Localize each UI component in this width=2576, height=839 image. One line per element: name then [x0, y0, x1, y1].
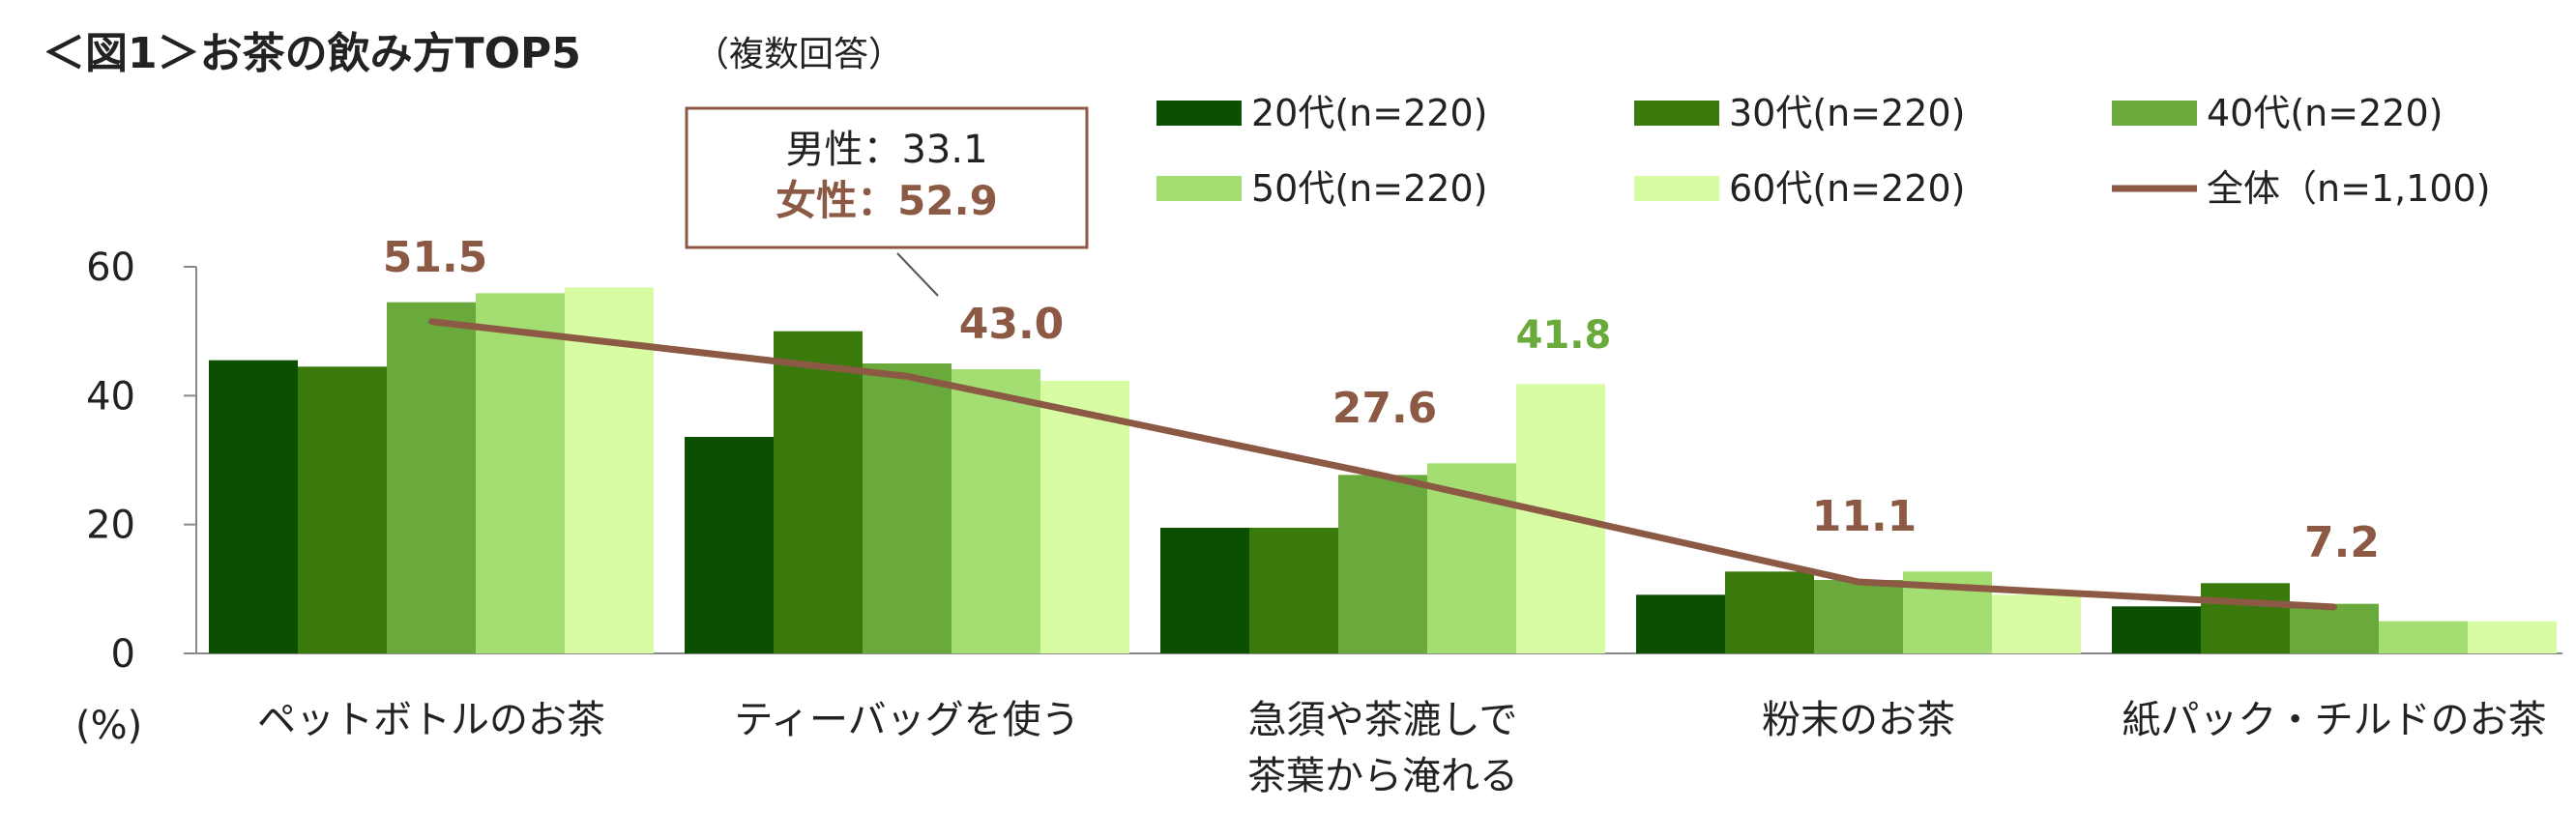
y-tick-label: 40	[86, 374, 135, 419]
total-line-point	[904, 373, 910, 380]
bar-30s-cat2	[774, 331, 863, 653]
data-labels: 51.5 43.0 27.6 11.1 7.2 41.8	[383, 233, 2380, 567]
legend: 20代(n=220) 30代(n=220) 40代(n=220) 50代(n=220)…	[1156, 92, 2491, 210]
category-label: 急須や茶漉しで	[1248, 698, 1518, 742]
callout-male-label: 男性：33.1	[785, 128, 987, 172]
category-label: ペットボトルのお茶	[257, 698, 605, 742]
bar-40s-cat2	[863, 363, 951, 653]
total-data-label: 51.5	[383, 233, 488, 282]
y-ticks: 0 20 40 60	[86, 246, 196, 677]
y-axis-unit: (%)	[75, 704, 142, 748]
bar-30s-cat4	[1725, 571, 1814, 653]
bar-40s-cat4	[1814, 580, 1903, 653]
category-label: ティーバッグを使う	[734, 698, 1079, 742]
category-label: 粉末のお茶	[1762, 698, 1955, 742]
total-line-group	[428, 318, 2337, 611]
bar-20s-cat5	[2112, 606, 2201, 653]
callout-leader-line	[896, 252, 939, 297]
chart-title-note: （複数回答）	[694, 35, 903, 74]
bar-20s-cat4	[1636, 594, 1725, 653]
bar-30s-cat3	[1249, 528, 1338, 653]
y-tick-label: 20	[86, 504, 135, 548]
legend-label: 50代(n=220)	[1251, 167, 1487, 210]
total-line-point	[2331, 604, 2337, 610]
category-label: 紙パック・チルドのお茶	[2122, 698, 2546, 742]
bar-50s-cat5	[2379, 621, 2468, 653]
bar-20s-cat3	[1160, 528, 1249, 653]
bar-40s-cat5	[2290, 603, 2379, 653]
legend-label: 全体（n=1,100)	[2207, 167, 2491, 210]
bar-50s-cat1	[476, 293, 565, 653]
y-tick-label: 0	[111, 632, 135, 677]
total-line-point	[428, 318, 434, 325]
bar-20s-cat2	[685, 437, 774, 653]
bar-20s-cat1	[209, 360, 298, 653]
bar-30s-cat5	[2201, 583, 2290, 653]
bar-60s-cat4	[1992, 594, 2081, 653]
teapot-60s-data-label: 41.8	[1516, 313, 1612, 358]
bars	[209, 287, 2557, 653]
legend-label: 60代(n=220)	[1729, 167, 1965, 210]
callout-box	[685, 106, 1089, 249]
legend-swatch	[2112, 101, 2197, 126]
total-data-label: 27.6	[1332, 384, 1438, 433]
legend-swatch	[1634, 176, 1719, 201]
bar-60s-cat2	[1040, 381, 1129, 653]
callout-female-label: 女性：52.9	[776, 177, 998, 224]
total-data-label: 11.1	[1812, 492, 1917, 541]
legend-label: 40代(n=220)	[2207, 92, 2443, 134]
bar-30s-cat1	[298, 366, 387, 653]
legend-swatch	[1156, 176, 1242, 201]
y-tick-label: 60	[86, 246, 135, 290]
category-label: 茶葉から淹れる	[1247, 754, 1518, 798]
total-data-label: 7.2	[2304, 518, 2380, 567]
legend-swatch	[1156, 101, 1242, 126]
legend-swatch	[1634, 101, 1719, 126]
gender-callout: 男性：33.1 女性：52.9	[685, 106, 1089, 297]
bar-60s-cat5	[2468, 621, 2557, 653]
total-data-label: 43.0	[959, 300, 1065, 349]
legend-label: 30代(n=220)	[1729, 92, 1965, 134]
chart-title: ＜図1＞お茶の飲み方TOP5	[43, 29, 581, 78]
bar-40s-cat3	[1338, 475, 1427, 653]
total-line-point	[1856, 579, 1861, 585]
total-line-point	[1380, 473, 1386, 478]
legend-label: 20代(n=220)	[1251, 92, 1487, 134]
bar-50s-cat2	[951, 369, 1040, 653]
bar-40s-cat1	[387, 302, 476, 653]
